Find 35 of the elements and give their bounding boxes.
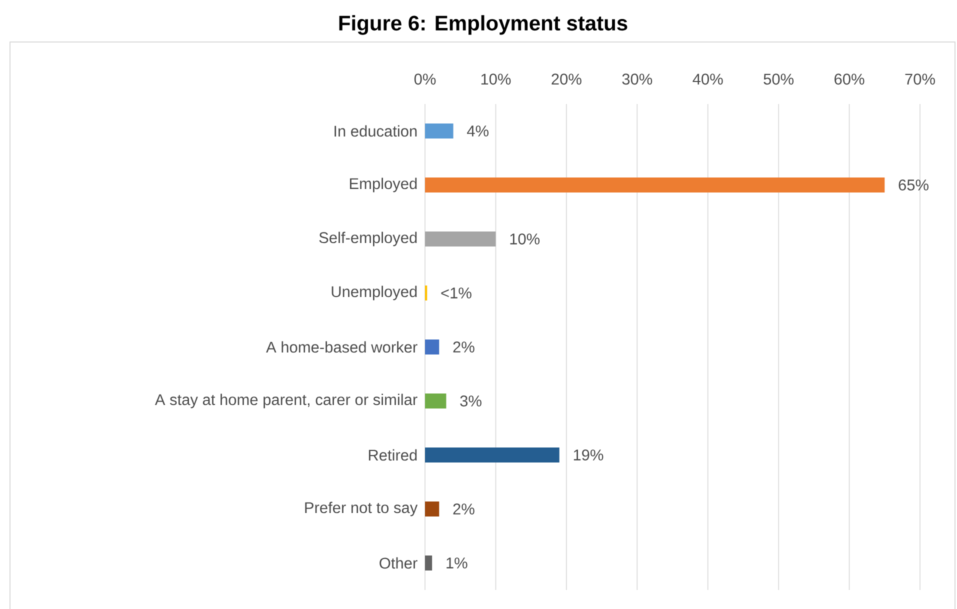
- y-tick-label: A home-based worker: [266, 341, 418, 353]
- data-label: 65%: [898, 180, 928, 190]
- y-tick-label: Prefer not to say: [305, 502, 418, 516]
- data-label: 19%: [574, 450, 604, 460]
- x-tick-label: 0%: [414, 74, 436, 85]
- x-tick-label: 40%: [692, 74, 723, 85]
- x-tick-label: 70%: [905, 74, 935, 85]
- bar: [425, 393, 446, 408]
- x-tick-label: 50%: [764, 74, 794, 85]
- y-tick-label: Retired: [368, 449, 417, 461]
- y-tick-label: Self-employed: [319, 232, 417, 246]
- x-tick-label: 10%: [481, 74, 511, 85]
- y-tick-label: In education: [334, 125, 417, 137]
- data-label: 4%: [467, 126, 489, 136]
- chart-title: Figure 6: Employment status: [339, 15, 628, 35]
- data-label: 10%: [510, 234, 540, 244]
- x-tick-label: 20%: [552, 74, 582, 85]
- y-tick-label: Unemployed: [332, 286, 417, 300]
- y-tick-label: A stay at home parent, carer or similar: [154, 394, 418, 408]
- x-tick-label: 30%: [622, 74, 652, 85]
- bar: [425, 339, 440, 354]
- x-tick-label: 60%: [834, 74, 864, 85]
- y-tick-label: Employed: [350, 178, 417, 192]
- bar: [425, 177, 885, 192]
- data-label: 1%: [446, 558, 468, 568]
- data-label: 2%: [453, 504, 474, 514]
- data-label: <1%: [441, 288, 472, 298]
- bar: [425, 555, 432, 570]
- data-label: 2%: [453, 342, 474, 352]
- y-tick-label: Other: [380, 557, 418, 569]
- bar: [425, 123, 454, 138]
- bar: [425, 447, 560, 462]
- bar: [425, 231, 496, 246]
- bar: [425, 501, 440, 516]
- data-label: 3%: [460, 396, 482, 406]
